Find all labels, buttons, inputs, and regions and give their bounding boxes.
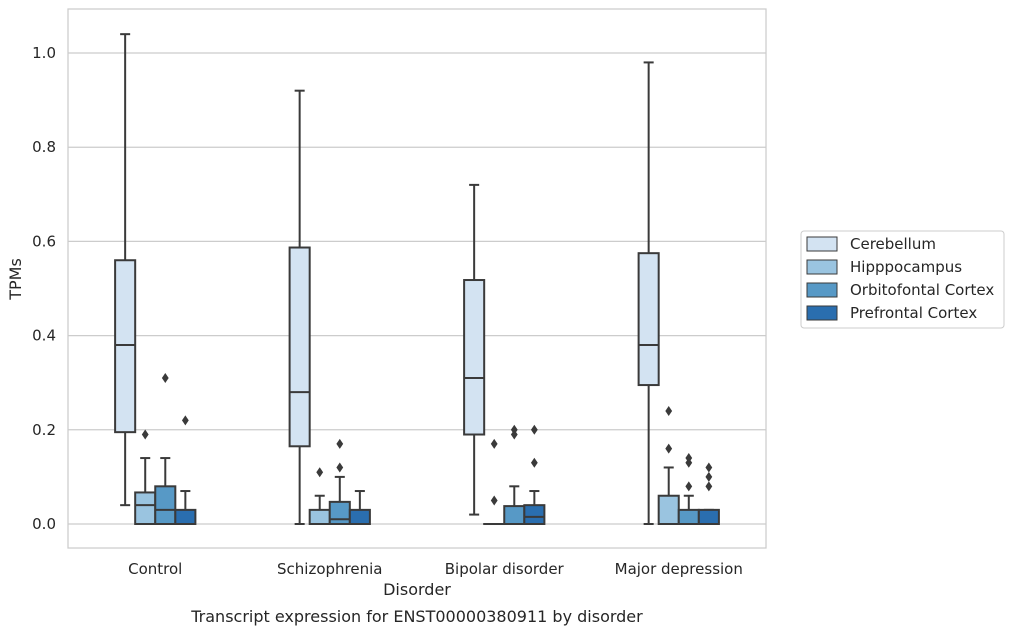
legend-label: Orbitofontal Cortex [850,281,994,299]
outlier-point [490,438,498,449]
outlier-point [490,495,498,506]
box-series [114,33,720,526]
legend-swatch [806,236,838,252]
box-body [523,504,546,526]
box-1-1 [308,467,331,525]
outlier-point [705,462,713,473]
box-body [174,508,197,525]
outlier-point [665,405,673,416]
outlier-point [161,372,169,383]
legend-label: Cerebellum [850,235,936,253]
x-tick-label: Major depression [615,560,743,578]
y-tick-label: 0.0 [32,515,56,533]
y-tick-labels: 0.0 0.2 0.4 0.6 0.8 1.0 [32,44,56,533]
chart-caption: Transcript expression for ENST0000038091… [190,607,643,626]
outlier-point [336,462,344,473]
outlier-point [705,471,713,482]
box-body [657,494,680,525]
box-body [697,508,720,525]
outlier-point [336,438,344,449]
box-2-0 [154,372,177,526]
box-3-2 [523,424,546,526]
x-tick-labels: Control Schizophrenia Bipolar disorder Majo… [128,560,743,578]
legend-label: Prefrontal Cortex [850,304,977,322]
legend-swatch [806,282,838,298]
box-body [503,505,526,525]
x-tick-label: Bipolar disorder [445,560,565,578]
box-body [154,485,177,526]
legend-label: Hipppocampus [850,258,962,276]
y-tick-label: 1.0 [32,44,56,62]
outlier-point [530,424,538,435]
outlier-point [181,415,189,426]
legend: Cerebellum Hipppocampus Orbitofontal Corte… [800,230,1005,329]
legend-swatch [806,305,838,321]
box-3-1 [348,490,371,525]
box-3-3 [697,462,720,525]
box-body [348,508,371,525]
box-0-3 [637,61,660,525]
legend-swatch [806,259,838,275]
box-2-1 [328,438,351,526]
box-body [637,252,660,387]
box-0-1 [288,89,311,525]
plot-frame [67,8,767,549]
outlier-point [665,443,673,454]
outlier-point [685,481,693,492]
box-body [134,491,157,525]
y-axis-label: TPMs [6,258,25,301]
box-body [463,279,486,436]
box-body [114,259,137,434]
box-1-0 [134,429,157,525]
y-tick-label: 0.4 [32,327,56,345]
box-0-0 [114,33,137,507]
box-3-0 [174,415,197,525]
box-body [328,500,351,526]
x-tick-label: Schizophrenia [277,560,382,578]
outlier-point [510,424,518,435]
y-tick-label: 0.2 [32,421,56,439]
y-tick-label: 0.8 [32,138,56,156]
box-0-2 [463,183,486,516]
y-tick-label: 0.6 [32,232,56,250]
outlier-point [316,467,324,478]
outlier-point [530,457,538,468]
outlier-point [141,429,149,440]
box-body [308,508,331,525]
outlier-point [685,453,693,464]
x-axis-label: Disorder [383,580,451,599]
box-2-3 [677,453,700,525]
box-body [677,508,700,525]
box-body [288,246,311,448]
outlier-point [705,481,713,492]
legend-frame [800,230,1005,329]
plot-background [68,9,766,548]
x-tick-label: Control [128,560,182,578]
